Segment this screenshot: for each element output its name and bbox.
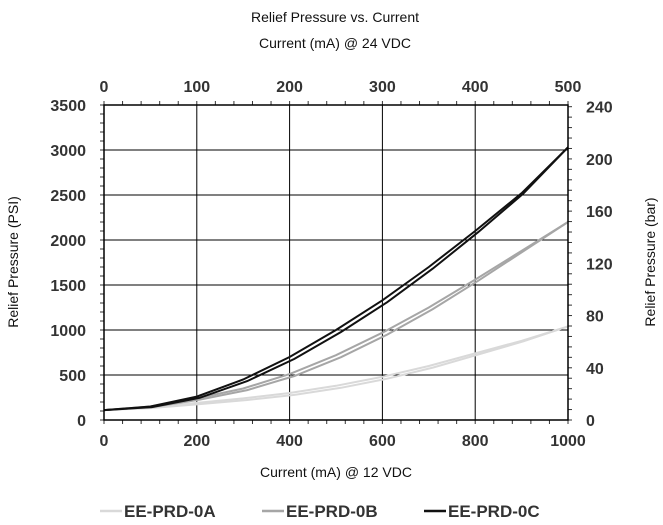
legend: EE-PRD-0A EE-PRD-0B EE-PRD-0C	[100, 502, 540, 521]
y-right-tick-label: 40	[586, 361, 604, 378]
x-top-tick-label: 500	[555, 79, 582, 96]
y-left-tick-label: 1500	[50, 278, 86, 295]
x-top-tick-label: 100	[183, 79, 210, 96]
x-top-tick-label: 300	[369, 79, 396, 96]
series-line-ee-prd-0b	[103, 221, 569, 412]
x-top-tick-label: 0	[100, 79, 109, 96]
y-left-tick-label: 3500	[50, 98, 86, 115]
series-line-return-ee-prd-0b	[103, 221, 569, 412]
legend-label: EE-PRD-0B	[286, 502, 378, 521]
y-left-axis-label: Relief Pressure (PSI)	[5, 196, 21, 327]
series-line-return-ee-prd-0c	[103, 146, 569, 412]
series-line-return-ee-prd-0a	[103, 325, 569, 412]
chart-title: Relief Pressure vs. Current	[251, 9, 419, 25]
x-bottom-axis-label: Current (mA) @ 12 VDC	[260, 464, 412, 480]
x-bottom-tick-label: 1000	[550, 433, 586, 450]
y-left-tick-label: 500	[59, 368, 86, 385]
plot-frame	[103, 104, 569, 421]
series-line-ee-prd-0a	[103, 325, 569, 412]
x-top-axis-label: Current (mA) @ 24 VDC	[259, 35, 411, 51]
x-bottom-tick-label: 0	[100, 433, 109, 450]
y-left-tick-label: 2500	[50, 188, 86, 205]
series-line-ee-prd-0c	[103, 146, 569, 412]
x-bottom-tick-label: 600	[369, 433, 396, 450]
y-right-tick-label: 80	[586, 309, 604, 326]
x-bottom-tick-label: 400	[276, 433, 303, 450]
legend-label: EE-PRD-0C	[448, 502, 540, 521]
y-right-tick-label: 240	[586, 100, 613, 117]
x-top-tick-label: 200	[276, 79, 303, 96]
y-right-axis-label: Relief Pressure (bar)	[642, 197, 658, 326]
x-top-tick-label: 400	[462, 79, 489, 96]
legend-label: EE-PRD-0A	[124, 502, 216, 521]
y-left-tick-label: 2000	[50, 233, 86, 250]
x-bottom-tick-label: 200	[183, 433, 210, 450]
y-right-tick-label: 200	[586, 152, 613, 169]
series-lines	[103, 146, 569, 412]
x-bottom-tick-label: 800	[462, 433, 489, 450]
y-left-tick-label: 3000	[50, 143, 86, 160]
y-right-tick-label: 0	[586, 413, 595, 430]
y-left-tick-label: 0	[77, 413, 86, 430]
y-right-tick-label: 160	[586, 204, 613, 221]
grid-lines	[103, 104, 569, 421]
y-left-tick-label: 1000	[50, 323, 86, 340]
y-right-tick-label: 120	[586, 256, 613, 273]
